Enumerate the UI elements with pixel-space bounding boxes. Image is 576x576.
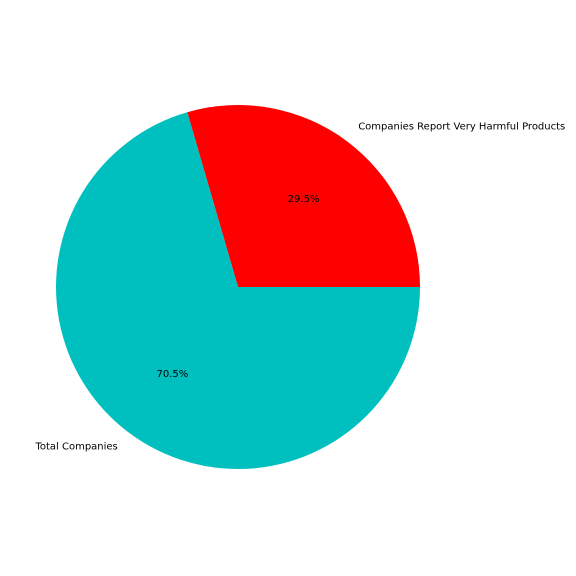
pie-slice <box>55 112 420 469</box>
slice-category-label: Companies Report Very Harmful Products <box>358 121 565 132</box>
pie-labels: 29.5% Companies Report Very Harmful Produ… <box>34 121 565 452</box>
slice-percent-label: 70.5% <box>157 369 189 380</box>
pie-slice <box>187 105 420 287</box>
slice-category-label: Total Companies <box>34 442 117 453</box>
pie-slices <box>55 105 420 469</box>
slice-percent-label: 29.5% <box>288 194 320 205</box>
